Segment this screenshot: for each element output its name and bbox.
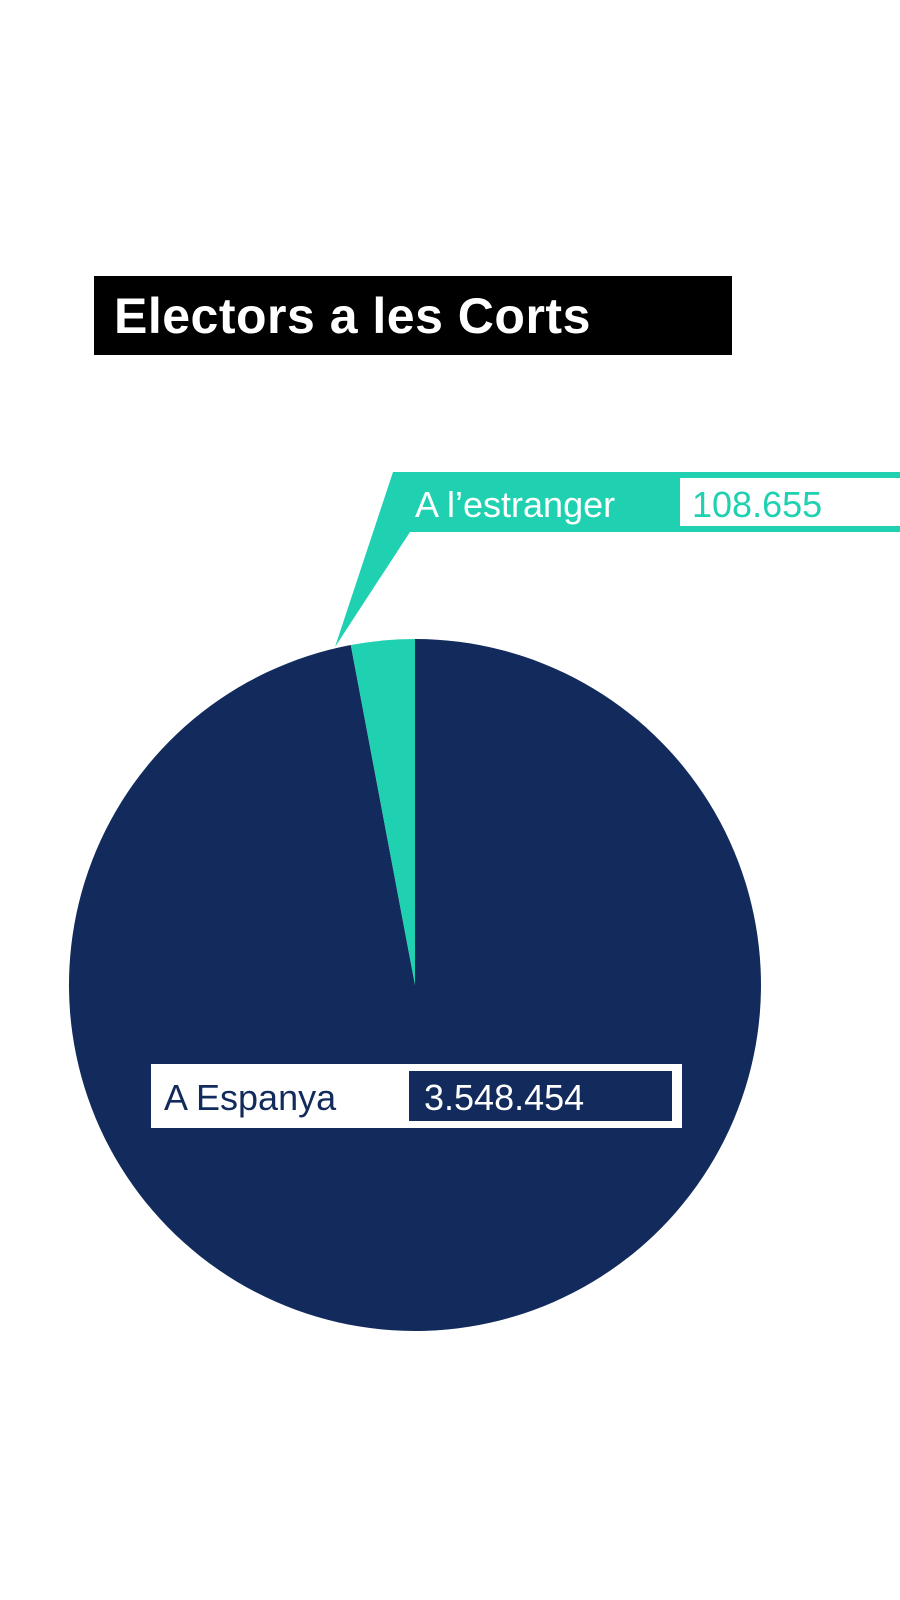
slice-label-a-lestranger: A l’estranger xyxy=(415,484,615,525)
slice-value-a-espanya: 3.548.454 xyxy=(424,1077,584,1118)
chart-title-box: Electors a les Corts xyxy=(94,276,732,355)
pie-slice-a-lestranger xyxy=(350,639,415,985)
slice-value-a-lestranger: 108.655 xyxy=(692,484,822,525)
callout-value-box-a-lestranger xyxy=(680,478,900,526)
pie-slice-a-espanya xyxy=(68,639,761,1331)
callout-value-box-a-espanya xyxy=(409,1071,672,1121)
slice-label-a-espanya: A Espanya xyxy=(164,1077,337,1118)
callout-pointer-a-lestranger xyxy=(335,472,410,647)
chart-title: Electors a les Corts xyxy=(114,287,591,344)
